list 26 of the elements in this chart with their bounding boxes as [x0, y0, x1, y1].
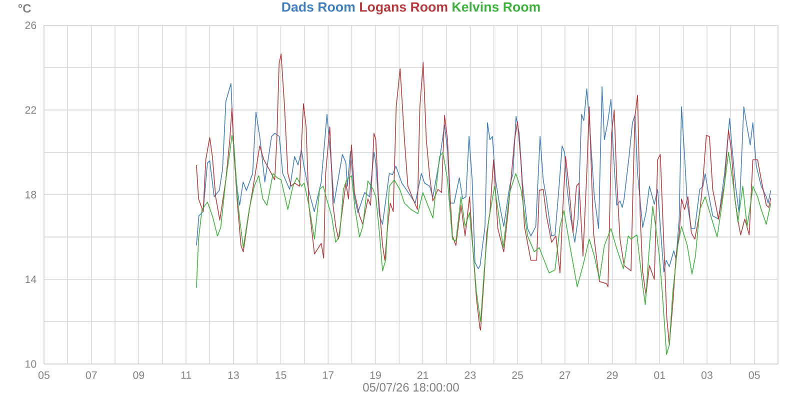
y-tick-label: 18 — [26, 190, 36, 198]
x-tick-label: 13 — [228, 371, 239, 379]
x-tick-label: 15 — [276, 371, 286, 379]
x-tick-label: 01 — [654, 371, 666, 379]
x-tick-label: 27 — [560, 371, 570, 379]
text: Dads Room — [282, 2, 355, 12]
x-tick-label: 23 — [464, 371, 476, 379]
x-axis-title: 05/07/26 18:00:00 — [363, 382, 459, 392]
x-tick-label: 17 — [323, 371, 334, 379]
y-tick-label: 22 — [25, 106, 36, 114]
x-tick-label: 19 — [370, 371, 381, 379]
y-tick-label: 14 — [26, 276, 36, 283]
y-axis-title: °C — [18, 4, 31, 13]
x-tick-label: 07 — [86, 371, 97, 379]
text: Logans Room — [360, 2, 448, 14]
text: Kelvins Room — [452, 2, 540, 12]
x-tick-label: 29 — [606, 371, 618, 379]
y-tick-label: 10 — [26, 360, 36, 368]
x-tick-label: 05 — [748, 371, 760, 379]
x-tick-label: 21 — [417, 371, 428, 379]
x-tick-label: 09 — [133, 371, 144, 379]
y-tick-label: 26 — [25, 22, 36, 30]
x-tick-label: 11 — [181, 371, 192, 379]
x-tick-label: 05 — [38, 371, 50, 379]
x-tick-label: 03 — [701, 371, 712, 379]
x-tick-label: 25 — [512, 371, 524, 379]
